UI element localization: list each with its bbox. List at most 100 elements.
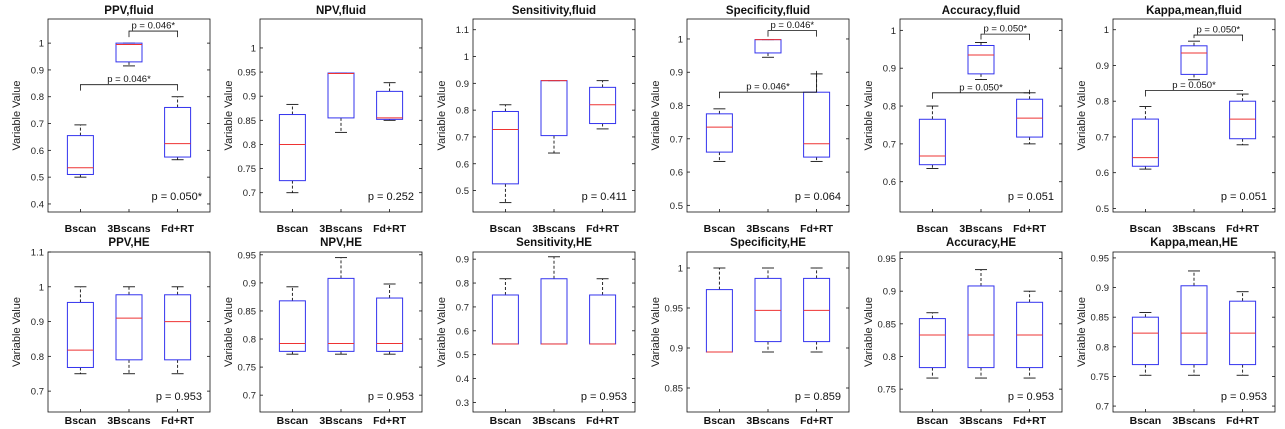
y-tick-label: 0.9 xyxy=(243,278,256,289)
box xyxy=(278,114,306,182)
x-tick-label: Fd+RT xyxy=(586,415,620,427)
y-tick-label: 0.9 xyxy=(883,287,896,298)
y-tick-label: 0.8 xyxy=(670,101,683,112)
comparison-p-label: p = 0.046* xyxy=(132,21,176,32)
x-tick-label: Bscan xyxy=(917,415,949,427)
comparison-p-label: p = 0.046* xyxy=(746,82,790,93)
x-tick-label: Fd+RT xyxy=(586,223,620,235)
x-tick-label: Bscan xyxy=(704,223,736,235)
y-tick-label: 0.5 xyxy=(456,350,469,361)
y-tick-label: 0.85 xyxy=(878,319,897,330)
y-tick-label: 0.7 xyxy=(670,134,683,145)
comparison-p-label: p = 0.050* xyxy=(984,24,1028,35)
x-tick-label: 3Bscans xyxy=(1172,223,1215,235)
y-tick-label: 0.6 xyxy=(883,177,896,188)
y-tick-label: 0.4 xyxy=(456,374,469,385)
y-tick-label: 0.3 xyxy=(456,398,469,409)
p-value-label: p = 0.953 xyxy=(581,391,627,403)
y-tick-label: 1 xyxy=(891,26,896,37)
chart-panel: NPV,HE Variable Value 0.7 0.75 0.8 0.85 0.9 0.9… xyxy=(223,237,423,427)
plot-area xyxy=(259,18,423,213)
box xyxy=(164,294,192,361)
x-tick-label: 3Bscans xyxy=(319,415,362,427)
x-tick-label: 3Bscans xyxy=(107,223,150,235)
y-tick-label: 0.8 xyxy=(31,92,44,103)
y-tick-label: 0.75 xyxy=(238,363,257,374)
y-tick-label: 1 xyxy=(39,39,44,50)
y-tick-label: 0.9 xyxy=(883,64,896,75)
chart-title: Specificity,HE xyxy=(730,237,806,249)
comparison-p-label: p = 0.050* xyxy=(1197,25,1241,36)
chart-title: NPV,fluid xyxy=(316,5,366,17)
chart-panel: Accuracy,HE Variable Value 0.75 0.8 0.85 0.9 0… xyxy=(863,237,1063,427)
y-tick-label: 1 xyxy=(678,264,683,275)
x-tick-label: Fd+RT xyxy=(161,223,195,235)
y-tick-label: 0.9 xyxy=(31,317,44,328)
x-tick-label: Bscan xyxy=(277,223,309,235)
y-tick-label: 0.8 xyxy=(1096,342,1109,353)
chart-panel: PPV,HE Variable Value 0.7 0.8 0.9 1 1.1 Bscan 3B… xyxy=(11,237,211,427)
y-axis-label: Variable Value xyxy=(650,297,662,367)
y-tick-label: 0.95 xyxy=(238,68,257,79)
y-tick-label: 0.8 xyxy=(456,106,469,117)
y-tick-label: 0.6 xyxy=(1096,168,1109,179)
x-tick-label: Bscan xyxy=(1130,223,1162,235)
plot-area xyxy=(686,18,850,213)
x-tick-label: Bscan xyxy=(704,415,736,427)
p-value-label: p = 0.252 xyxy=(368,191,414,203)
x-tick-label: Fd+RT xyxy=(161,415,195,427)
y-tick-label: 0.7 xyxy=(456,132,469,143)
chart-title: Accuracy,fluid xyxy=(942,5,1020,17)
chart-title: Kappa,mean,HE xyxy=(1150,237,1238,249)
chart-panel: Specificity,fluid Variable Value 0.5 0.6 0.7… xyxy=(650,5,850,235)
y-tick-label: 0.85 xyxy=(238,116,257,127)
box xyxy=(115,294,143,361)
y-tick-label: 0.9 xyxy=(670,344,683,355)
box xyxy=(967,44,995,75)
box xyxy=(66,135,94,175)
x-tick-label: 3Bscans xyxy=(959,223,1002,235)
p-value-label: p = 0.050* xyxy=(152,191,203,203)
y-tick-label: 0.95 xyxy=(665,304,684,315)
y-tick-label: 0.75 xyxy=(878,385,897,396)
y-tick-label: 0.75 xyxy=(1091,372,1110,383)
x-tick-label: 3Bscans xyxy=(319,223,362,235)
y-tick-label: 0.9 xyxy=(243,92,256,103)
significance-bracket xyxy=(719,70,817,99)
y-tick-label: 0.9 xyxy=(456,255,469,266)
y-tick-label: 0.95 xyxy=(1091,253,1110,264)
y-tick-label: 1 xyxy=(1104,25,1109,36)
x-tick-label: Bscan xyxy=(277,415,309,427)
box xyxy=(376,90,404,120)
box xyxy=(705,113,733,153)
chart-title: NPV,HE xyxy=(320,237,362,249)
y-tick-label: 0.85 xyxy=(665,384,684,395)
chart-panel: PPV,fluid Variable Value 0.4 0.5 0.6 0.7 0.8 0.… xyxy=(11,5,211,235)
significance-bracket xyxy=(980,33,1030,41)
y-tick-label: 0.9 xyxy=(31,65,44,76)
significance-bracket xyxy=(767,30,817,37)
p-value-label: p = 0.064 xyxy=(795,191,841,203)
box xyxy=(1180,285,1208,366)
x-tick-label: Fd+RT xyxy=(800,415,834,427)
comparison-p-label: p = 0.046* xyxy=(107,74,151,85)
chart-title: Accuracy,HE xyxy=(946,237,1016,249)
y-tick-label: 0.5 xyxy=(31,173,44,184)
plot-area xyxy=(47,251,211,413)
y-tick-label: 0.8 xyxy=(31,352,44,363)
box xyxy=(376,297,404,352)
chart-panel: Kappa,mean,HE Variable Value 0.7 0.75 0.8 0.8… xyxy=(1076,237,1276,427)
y-axis-label: Variable Value xyxy=(863,81,875,151)
x-tick-label: 3Bscans xyxy=(1172,415,1215,427)
plot-area xyxy=(472,18,636,213)
plot-area xyxy=(899,18,1063,213)
y-axis-label: Variable Value xyxy=(650,81,662,151)
x-tick-label: 3Bscans xyxy=(532,415,575,427)
box xyxy=(967,285,995,369)
y-tick-label: 0.8 xyxy=(883,352,896,363)
y-tick-label: 0.85 xyxy=(238,306,257,317)
y-tick-label: 0.7 xyxy=(883,139,896,150)
y-tick-label: 0.5 xyxy=(670,201,683,212)
y-axis-label: Variable Value xyxy=(436,297,448,367)
box xyxy=(115,42,143,63)
